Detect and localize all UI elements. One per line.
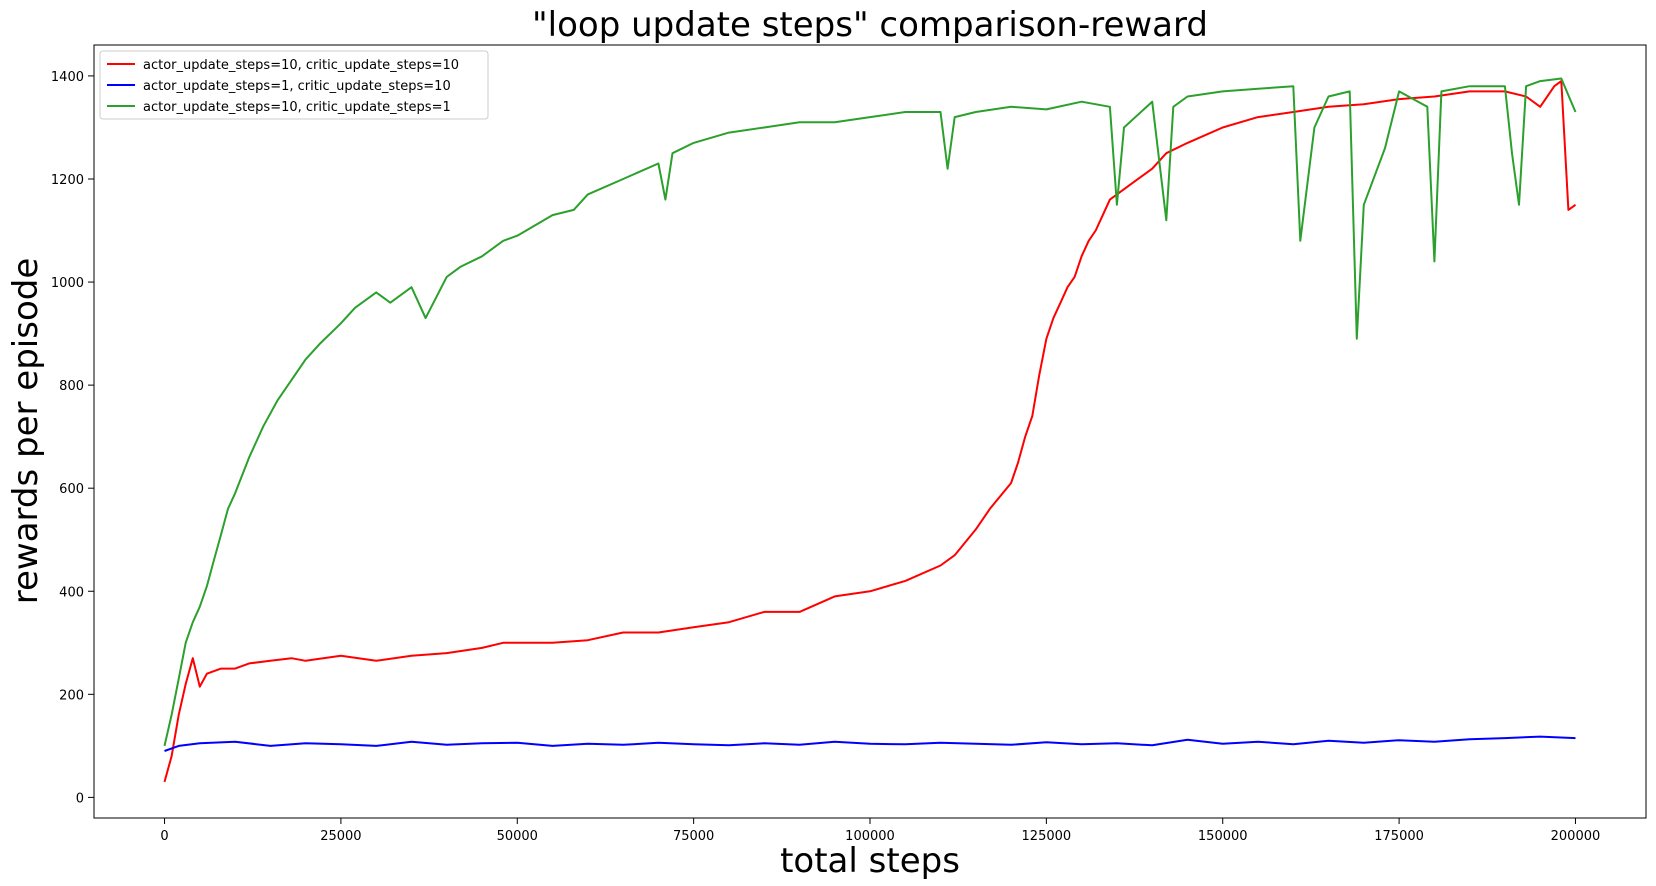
- x-axis-ticks: 0 25000 50000 75000 100000 125000 150000 175000…: [160, 818, 1600, 844]
- legend-box: [99, 50, 489, 120]
- series-line-2: [163, 77, 1577, 747]
- y-tick-label: 0: [76, 791, 84, 806]
- x-tick-label: 50000: [497, 829, 538, 844]
- x-tick-label: 75000: [673, 829, 714, 844]
- legend: actor_update_steps=10, critic_update_ste…: [99, 50, 489, 120]
- chart-title: "loop update steps" comparison-reward: [532, 5, 1208, 45]
- x-tick-label: 175000: [1374, 829, 1424, 844]
- series-line-0: [163, 80, 1577, 783]
- x-tick-label: 200000: [1551, 829, 1601, 844]
- y-tick-label: 400: [59, 585, 84, 600]
- y-axis-ticks: 0 200 400 600 800 1000 1200 1400: [51, 70, 94, 806]
- y-tick-label: 800: [59, 379, 84, 394]
- x-tick-label: 25000: [320, 829, 361, 844]
- x-axis-title: total steps: [780, 841, 960, 881]
- y-tick-label: 1200: [51, 173, 84, 188]
- series-layer: [163, 77, 1577, 783]
- legend-label-1: actor_update_steps=1, critic_update_step…: [143, 79, 451, 94]
- y-axis-title: rewards per episode: [6, 258, 46, 605]
- y-tick-label: 200: [59, 688, 84, 703]
- x-tick-label: 125000: [1022, 829, 1072, 844]
- plot-frame: [93, 44, 1647, 819]
- legend-label-0: actor_update_steps=10, critic_update_ste…: [143, 58, 459, 73]
- x-tick-label: 150000: [1198, 829, 1248, 844]
- series-line-1: [164, 735, 1576, 752]
- legend-label-2: actor_update_steps=10, critic_update_ste…: [143, 100, 451, 115]
- y-tick-label: 1000: [51, 276, 84, 291]
- x-tick-label: 0: [160, 829, 168, 844]
- y-tick-label: 1400: [51, 70, 84, 85]
- y-tick-label: 600: [59, 482, 84, 497]
- x-tick-label: 100000: [845, 829, 895, 844]
